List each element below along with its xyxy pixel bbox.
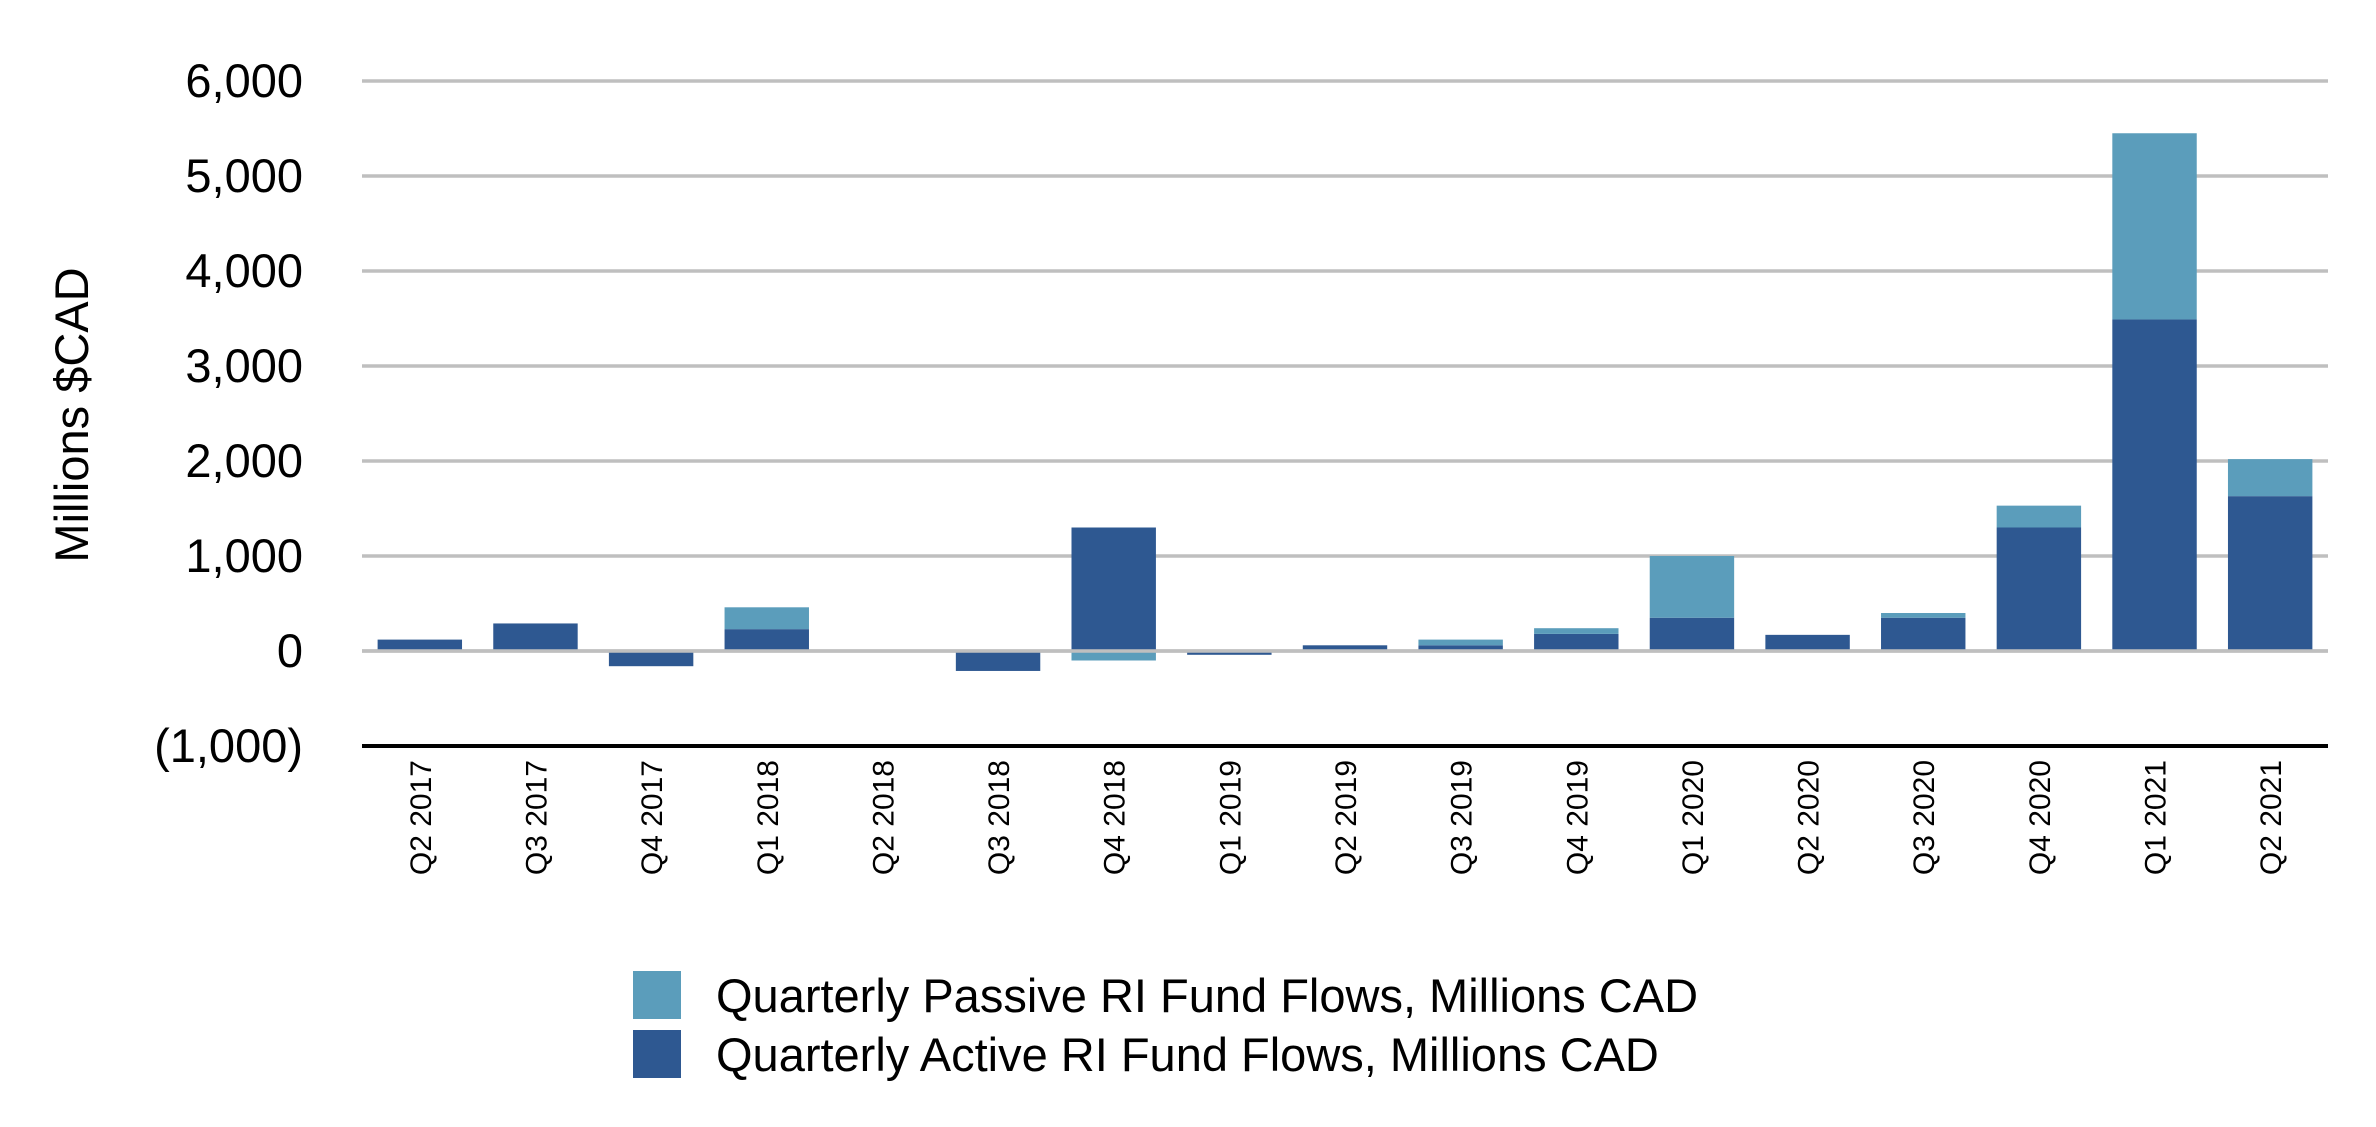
bar-active (1765, 634, 1850, 651)
legend-swatch-passive (633, 971, 681, 1019)
x-tick-label: Q3 2018 (983, 760, 1016, 875)
gridlines (362, 79, 2328, 653)
y-tick-label: 1,000 (185, 529, 303, 582)
bar-passive (2112, 133, 2197, 320)
x-tick-label: Q4 2018 (1099, 760, 1132, 875)
bar-passive (724, 607, 809, 630)
bar-passive (1649, 556, 1735, 618)
bar-active (724, 629, 809, 651)
x-tick-label: Q3 2020 (1908, 760, 1941, 875)
bar-active (955, 651, 1041, 671)
x-tick-label: Q2 2020 (1793, 760, 1826, 875)
bar-passive (2227, 459, 2313, 497)
bar-active (1649, 617, 1735, 651)
bar-passive (1071, 651, 1156, 661)
x-tick-label: Q2 2018 (867, 760, 900, 875)
x-tick-label: Q3 2019 (1446, 760, 1479, 875)
x-tick-label: Q4 2017 (636, 760, 669, 875)
y-axis-label: Millions $CAD (45, 267, 98, 562)
y-tick-label: 4,000 (185, 244, 303, 297)
legend-label-passive: Quarterly Passive RI Fund Flows, Million… (716, 969, 1698, 1022)
bar-passive (1418, 639, 1503, 646)
y-tick-label: (1,000) (154, 719, 303, 772)
x-tick-label: Q3 2017 (520, 760, 553, 875)
x-tick-label: Q4 2020 (2024, 760, 2057, 875)
bar-active (2227, 496, 2313, 651)
x-tick-label: Q4 2019 (1561, 760, 1594, 875)
legend-swatch-active (633, 1030, 681, 1078)
bar-active (1996, 527, 2082, 651)
y-tick-label: 5,000 (185, 149, 303, 202)
bar-active (1187, 651, 1272, 655)
x-axis-ticks: Q2 2017 Q3 2017 Q4 2017 Q1 2018 Q2 2018 Q3 20… (405, 760, 2288, 875)
bar-active (1071, 527, 1156, 651)
bar-active (1534, 633, 1619, 651)
bar-passive (1534, 628, 1619, 634)
bar-passive (1881, 613, 1966, 618)
x-tick-label: Q1 2018 (752, 760, 785, 875)
x-tick-label: Q1 2020 (1677, 760, 1710, 875)
x-tick-label: Q2 2021 (2255, 760, 2288, 875)
bar-active (493, 623, 578, 651)
bar-passive (1996, 505, 2082, 528)
y-tick-label: 0 (277, 624, 303, 677)
bar-active (608, 651, 694, 667)
x-tick-label: Q2 2017 (405, 760, 438, 875)
axes (362, 649, 2328, 748)
y-tick-label: 3,000 (185, 339, 303, 392)
x-tick-label: Q1 2019 (1214, 760, 1247, 875)
x-tick-label: Q2 2019 (1330, 760, 1363, 875)
bar-active (1418, 645, 1503, 651)
bar-active (377, 639, 463, 651)
legend: Quarterly Passive RI Fund Flows, Million… (633, 969, 1698, 1081)
bar-active (1881, 617, 1966, 651)
x-tick-label: Q1 2021 (2140, 760, 2173, 875)
bars (377, 133, 2313, 671)
y-axis-ticks: (1,000) 0 1,000 2,000 3,000 4,000 5,000 6,000 (154, 54, 303, 772)
y-tick-label: 2,000 (185, 434, 303, 487)
y-tick-label: 6,000 (185, 54, 303, 107)
bar-active (1302, 645, 1388, 651)
bar-active (2112, 319, 2197, 651)
legend-label-active: Quarterly Active RI Fund Flows, Millions… (716, 1028, 1659, 1081)
